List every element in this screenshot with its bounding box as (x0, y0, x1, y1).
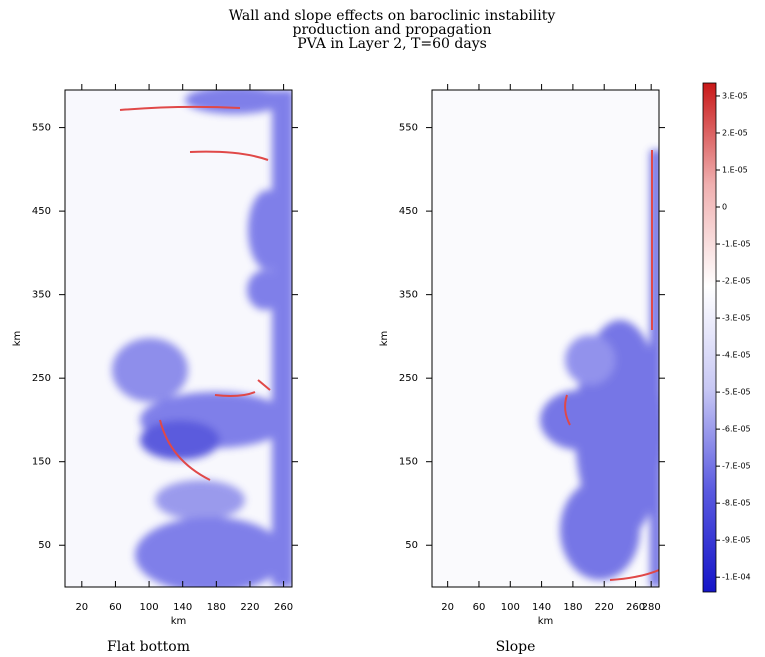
y-tick-label: 150 (399, 457, 418, 468)
colorbar-label: 0 (722, 203, 727, 212)
x-tick-label: 100 (501, 602, 520, 613)
plot-frame (431, 89, 660, 588)
y-tick-label: 50 (405, 540, 418, 551)
y-tick-label: 350 (32, 290, 51, 301)
colorbar-label: 2.E-05 (722, 128, 748, 137)
colorbar-label: -1.E-04 (722, 573, 751, 582)
colorbar-label: -7.E-05 (722, 462, 751, 471)
y-tick-label: 450 (32, 206, 51, 217)
x-tick-label: 20 (75, 602, 88, 613)
colorbar (702, 82, 717, 593)
x-tick-label: 140 (173, 602, 192, 613)
y-tick-label: 450 (399, 206, 418, 217)
x-tick-label: 20 (441, 602, 454, 613)
field-slope (432, 90, 659, 587)
x-tick-label: 260 (274, 602, 293, 613)
x-axis-label: km (171, 616, 187, 627)
panel-caption: Flat bottom (107, 639, 190, 655)
title-line: PVA in Layer 2, T=60 days (297, 36, 487, 52)
plot-frame (64, 89, 293, 588)
field-flat (65, 90, 292, 587)
y-tick-label: 550 (32, 123, 51, 134)
colorbar-label: -1.E-05 (722, 240, 751, 249)
x-tick-label: 260 (626, 602, 645, 613)
x-tick-label: 220 (240, 602, 259, 613)
x-tick-label: 180 (563, 602, 582, 613)
x-tick-label: 60 (109, 602, 122, 613)
colorbar-label: -9.E-05 (722, 536, 751, 545)
title-line: production and propagation (293, 22, 492, 38)
x-tick-label: 280 (642, 602, 661, 613)
y-tick-label: 550 (399, 123, 418, 134)
y-axis-label: km (12, 331, 23, 347)
panel-caption: Slope (496, 639, 536, 655)
colorbar-label: -2.E-05 (722, 277, 751, 286)
x-tick-label: 100 (140, 602, 159, 613)
y-tick-label: 250 (399, 373, 418, 384)
x-tick-label: 180 (207, 602, 226, 613)
x-tick-label: 220 (595, 602, 614, 613)
y-tick-label: 250 (32, 373, 51, 384)
y-tick-label: 350 (399, 290, 418, 301)
y-tick-label: 150 (32, 457, 51, 468)
colorbar-label: 3.E-05 (722, 91, 748, 100)
y-axis-label: km (379, 331, 390, 347)
title-line: Wall and slope effects on baroclinic ins… (229, 8, 556, 24)
y-tick-label: 50 (38, 540, 51, 551)
colorbar-label: -3.E-05 (722, 314, 751, 323)
colorbar-label: -5.E-05 (722, 388, 751, 397)
colorbar-label: -6.E-05 (722, 425, 751, 434)
x-axis-label: km (538, 616, 554, 627)
colorbar-label: 1.E-05 (722, 165, 748, 174)
colorbar-label: -4.E-05 (722, 351, 751, 360)
colorbar-label: -8.E-05 (722, 499, 751, 508)
x-tick-label: 60 (473, 602, 486, 613)
x-tick-label: 140 (532, 602, 551, 613)
